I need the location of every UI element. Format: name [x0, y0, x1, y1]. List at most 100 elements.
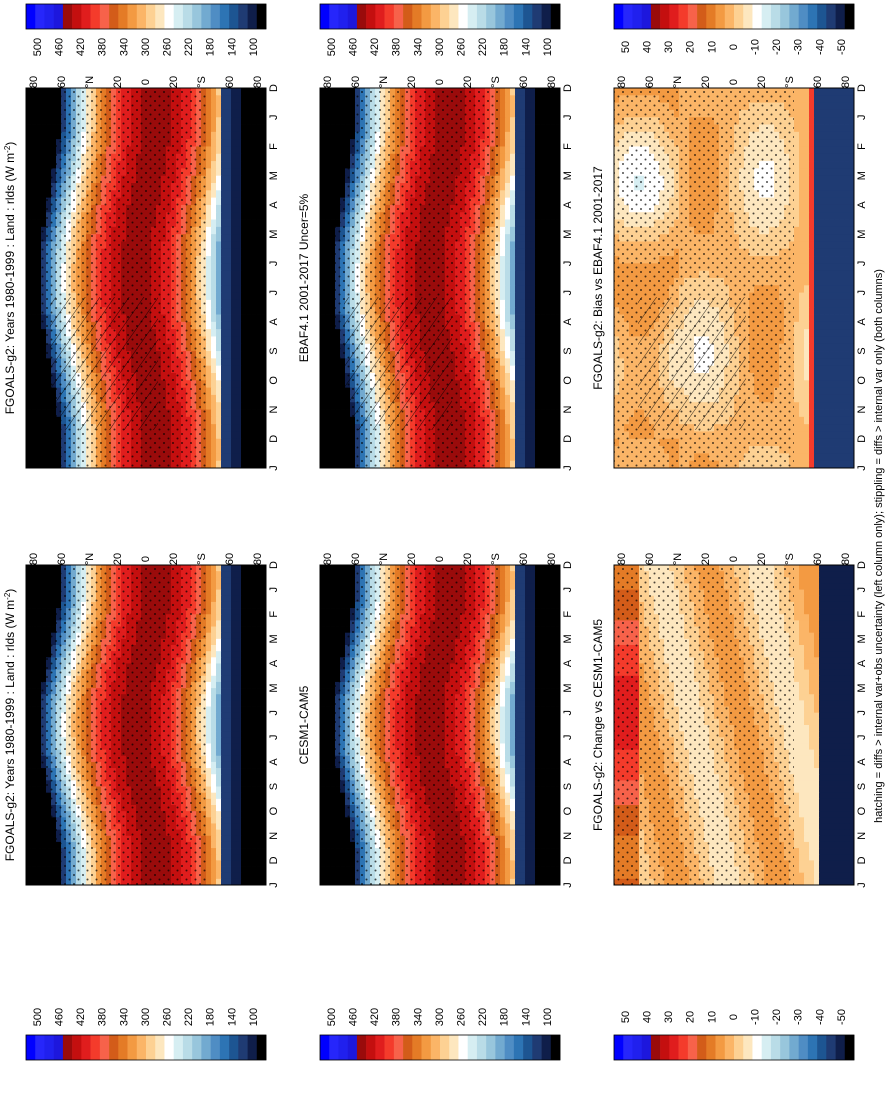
heatmap-cell — [206, 639, 211, 646]
heatmap-cell — [231, 168, 236, 176]
heatmap-cell — [216, 424, 221, 432]
heatmap-cell — [236, 836, 241, 843]
heatmap-cell — [241, 461, 246, 469]
heatmap-cell — [241, 602, 246, 609]
heatmap-cell — [246, 787, 251, 794]
heatmap-cell — [226, 132, 231, 140]
heatmap-cell — [241, 417, 246, 425]
heatmap-cell — [231, 731, 236, 738]
heatmap-cell — [221, 842, 226, 849]
heatmap-cell — [216, 256, 221, 264]
heatmap-cell — [221, 756, 226, 763]
heatmap-cell — [226, 103, 231, 111]
heatmap-cell — [246, 117, 251, 125]
heatmap-cell — [206, 707, 211, 714]
heatmap-cell — [216, 787, 221, 794]
heatmap-cell — [206, 737, 211, 744]
heatmap-cell — [206, 344, 211, 352]
heatmap-cell — [256, 657, 261, 664]
heatmap-cell — [206, 682, 211, 689]
panels-layer: 80 60 °N 20 0 20 °S 60 80 DJFMAMJJASONDJFGOALS-g2… — [3, 4, 868, 1060]
heatmap-cell — [246, 220, 251, 228]
heatmap-cell — [241, 227, 246, 235]
heatmap-cell — [216, 700, 221, 707]
colorbar-tick-label: 140 — [226, 38, 238, 56]
heatmap-cell — [236, 212, 241, 220]
heatmap-cell — [221, 780, 226, 787]
heatmap-cell — [211, 271, 216, 279]
heatmap-cell — [246, 227, 251, 235]
heatmap-cell — [246, 241, 251, 249]
heatmap-cell — [221, 271, 226, 279]
heatmap-cell — [256, 132, 261, 140]
heatmap-cell — [241, 241, 246, 249]
heatmap-cell — [236, 854, 241, 861]
heatmap-cell — [206, 860, 211, 867]
heatmap-cell — [216, 725, 221, 732]
heatmap-cell — [231, 590, 236, 597]
hatching-overlay — [50, 297, 158, 430]
heatmap-cell — [216, 285, 221, 293]
heatmap-cell — [226, 713, 231, 720]
heatmap-cell — [251, 402, 256, 410]
heatmap-cell — [206, 793, 211, 800]
heatmap-cell — [216, 161, 221, 169]
heatmap-cell — [231, 132, 236, 140]
heatmap-cell — [216, 571, 221, 578]
heatmap-cell — [216, 811, 221, 818]
heatmap-cell — [206, 380, 211, 388]
heatmap-cell — [256, 366, 261, 374]
heatmap-cell — [236, 146, 241, 154]
heatmap-cell — [216, 780, 221, 787]
heatmap-cell — [231, 234, 236, 242]
heatmap-cell — [231, 446, 236, 454]
heatmap-cell — [256, 95, 261, 103]
heatmap-cell — [221, 241, 226, 249]
heatmap-cell — [251, 799, 256, 806]
heatmap-cell — [241, 854, 246, 861]
heatmap-cell — [211, 285, 216, 293]
heatmap-cell — [231, 117, 236, 125]
heatmap-cell — [236, 774, 241, 781]
heatmap-cell — [216, 307, 221, 315]
heatmap-cell — [216, 756, 221, 763]
month-tick-label: J — [268, 290, 280, 296]
heatmap-cell — [216, 842, 221, 849]
heatmap-cell — [206, 241, 211, 249]
heatmap-cell — [211, 743, 216, 750]
heatmap-cell — [246, 176, 251, 184]
panel-p1: 80 60 °N 20 0 20 °S 60 80 DJFMAMJJASONDJFGOALS-g2… — [3, 4, 280, 471]
heatmap-cell — [251, 823, 256, 830]
heatmap-cell — [246, 424, 251, 432]
heatmap-cell — [211, 241, 216, 249]
heatmap-cell — [236, 154, 241, 162]
heatmap-cell — [256, 768, 261, 775]
heatmap-cell — [256, 125, 261, 133]
heatmap-cell — [251, 190, 256, 198]
heatmap-cell — [216, 577, 221, 584]
heatmap-cell — [251, 627, 256, 634]
heatmap-cell — [256, 774, 261, 781]
heatmap-cell — [206, 583, 211, 590]
heatmap-cell — [251, 707, 256, 714]
latitude-tick-label: 80 — [252, 76, 264, 88]
heatmap-cell — [216, 139, 221, 147]
heatmap-cell — [251, 571, 256, 578]
heatmap-cell — [231, 700, 236, 707]
heatmap-cell — [226, 842, 231, 849]
heatmap-cell — [251, 682, 256, 689]
heatmap-cell — [236, 731, 241, 738]
heatmap-cell — [231, 725, 236, 732]
heatmap-cell — [221, 737, 226, 744]
heatmap-cell — [226, 633, 231, 640]
heatmap-cell — [251, 713, 256, 720]
heatmap-cell — [236, 424, 241, 432]
heatmap-cell — [256, 212, 261, 220]
heatmap-cell — [256, 651, 261, 658]
heatmap-cell — [246, 351, 251, 359]
colorbar-swatch — [248, 4, 258, 29]
heatmap-cell — [226, 787, 231, 794]
heatmap-cell — [226, 439, 231, 447]
heatmap-cell — [241, 774, 246, 781]
heatmap-cell — [251, 329, 256, 337]
